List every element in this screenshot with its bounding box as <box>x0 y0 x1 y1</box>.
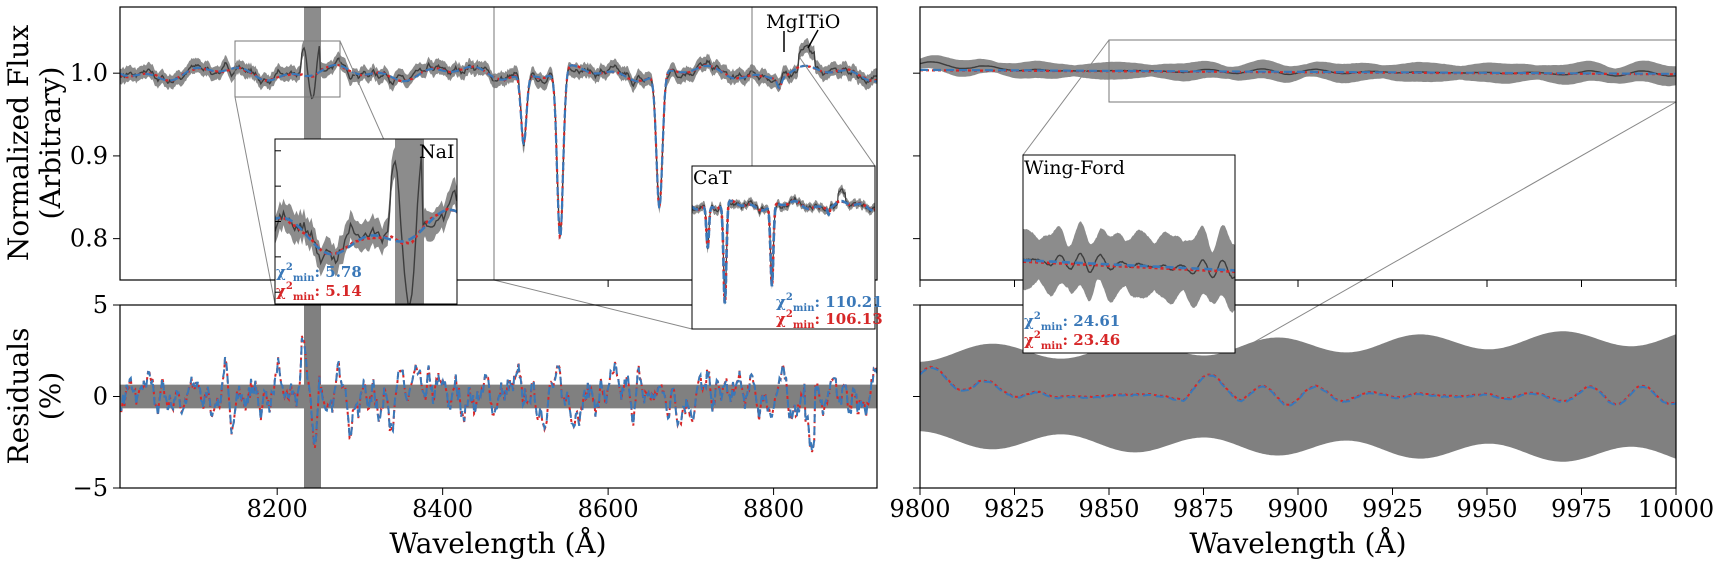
bottom-left-blue-residual <box>120 337 877 452</box>
panel-bottom-left: −5 0 5 8200 8400 8600 8800 <box>73 291 878 523</box>
bottom-left-ticks: −5 0 5 8200 8400 8600 8800 <box>73 291 805 523</box>
inset-nai-red-model <box>275 207 457 256</box>
top-right-ticks <box>913 72 1677 287</box>
bottom-nai-shaded-band <box>304 305 321 488</box>
panel-top-right <box>913 6 1677 354</box>
bottom-right-xtick-label: 9975 <box>1551 495 1612 523</box>
top-right-uncertainty-band <box>920 55 1676 87</box>
tio-label: TiO <box>806 11 840 33</box>
ylabel-top-line2: (Arbitrary) <box>34 67 67 220</box>
inset-wf-blue-model <box>1023 258 1235 272</box>
nai-connector-1 <box>234 96 276 305</box>
top-left-ytick-label: 1.0 <box>70 59 108 87</box>
inset-cat-chi2-red: χ2min: 106.13 <box>776 309 883 331</box>
bottom-left-xtick-label: 8600 <box>578 495 639 523</box>
nai-zoom-region <box>234 40 341 98</box>
ylabel-bottom-line2: (%) <box>34 372 67 420</box>
wf-connector-1 <box>1022 39 1110 156</box>
bottom-right-uncertainty-band <box>920 331 1676 462</box>
inset-cat-blue-model <box>692 199 875 304</box>
inset-wf-title: Wing-Ford <box>1024 157 1125 179</box>
inset-nai-ticks <box>275 150 281 293</box>
bottom-left-xtick-label: 8200 <box>247 495 308 523</box>
bottom-right-xtick-label: 9875 <box>1173 495 1234 523</box>
ylabel-top-line1: Normalized Flux <box>2 25 35 261</box>
top-left-ytick-label: 0.8 <box>70 225 108 253</box>
panel-bottom-right: 9800 9825 9850 9875 9900 9925 9950 9975 10000 <box>889 304 1714 523</box>
bottom-right-xtick-label: 9925 <box>1362 495 1423 523</box>
inset-nai: NaI χ2min: 5.78 χ2min: 5.14 <box>274 138 458 305</box>
top-right-blue-model <box>920 68 1676 75</box>
inset-wingford: Wing-Ford χ2min: 24.61 χ2min: 23.46 <box>1022 154 1236 354</box>
bottom-right-xtick-label: 9800 <box>889 495 950 523</box>
bottom-right-xtick-label: 9900 <box>1267 495 1328 523</box>
bottom-left-ytick-label: −5 <box>73 474 108 502</box>
bottom-right-blue-residual <box>920 366 1676 407</box>
inset-nai-data-line <box>275 155 457 304</box>
top-left-frame <box>119 6 878 281</box>
inset-cat-title: CaT <box>693 167 732 189</box>
ylabel-bottom-line1: Residuals <box>2 328 35 465</box>
xlabel-right: Wavelength (Å) <box>1189 527 1406 560</box>
inset-nai-title: NaI <box>419 141 454 163</box>
inset-wf-chi2-red: χ2min: 23.46 <box>1024 330 1120 352</box>
top-left-ticks: 0.8 0.9 1.0 <box>70 59 775 287</box>
inset-cat: CaT χ2min: 110.21 χ2min: 106.13 <box>691 165 883 331</box>
bottom-left-ytick-label: 0 <box>93 383 108 411</box>
bottom-left-xtick-label: 8800 <box>743 495 804 523</box>
mgi-label: MgI <box>766 11 805 33</box>
top-left-blue-model <box>120 63 877 238</box>
bottom-right-xtick-label: 9950 <box>1456 495 1517 523</box>
xlabel-left: Wavelength (Å) <box>389 527 606 560</box>
bottom-right-ticks: 9800 9825 9850 9875 9900 9925 9950 9975 10000 <box>889 304 1714 523</box>
bottom-left-xtick-label: 8400 <box>412 495 473 523</box>
bottom-left-ytick-label: 5 <box>93 291 108 319</box>
wf-connector-2 <box>1234 101 1677 354</box>
top-left-ytick-label: 0.9 <box>70 142 108 170</box>
tio-marker <box>807 29 819 49</box>
bottom-right-xtick-label: 9825 <box>984 495 1045 523</box>
inset-nai-blue-model <box>275 208 457 256</box>
bottom-right-xtick-label: 9850 <box>1078 495 1139 523</box>
bottom-right-xtick-label: 10000 <box>1638 495 1714 523</box>
cat-connector-2 <box>799 57 876 167</box>
